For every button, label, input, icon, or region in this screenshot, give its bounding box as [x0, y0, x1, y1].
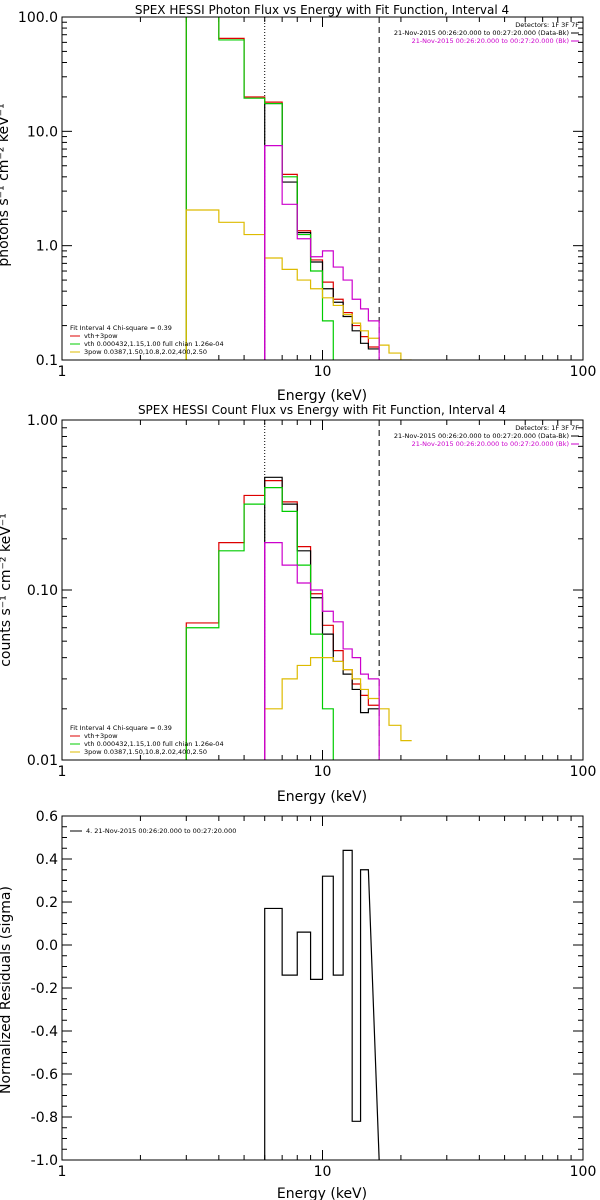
y-axis-ticks: 0.1 1.0 10.0 100.0: [18, 10, 583, 369]
y-tick-label: 10.0: [27, 124, 58, 140]
plot-frame: [61, 419, 584, 761]
x-axis-label: Energy (keV): [277, 789, 367, 805]
plot-frame: [61, 815, 584, 1161]
plot-frame: [61, 16, 584, 361]
legend-entry: 4. 21-Nov-2015 00:26:20.000 to 00:27:20.…: [86, 827, 236, 835]
x-tick-label: 100: [570, 364, 597, 380]
y-tick-label: 0.10: [27, 583, 58, 599]
x-axis-ticks: 1 10 100: [58, 420, 597, 780]
photon-flux-plot: 1 10 100 0.1 1.0 10.0 100.0 Detectors: 1F 3F 7F…: [18, 10, 597, 380]
panel-photon-flux: SPEX HESSI Photon Flux vs Energy with Fi…: [0, 3, 597, 404]
time-interval-label: 21-Nov-2015 00:26:20.000 to 00:27:20.000…: [412, 37, 569, 45]
x-tick-label: 1: [58, 364, 67, 380]
series-line: [243, 657, 412, 760]
y-tick-label: 100.0: [18, 10, 58, 26]
y-axis-label: Normalized Residuals (sigma): [0, 886, 14, 1094]
detectors-label: Detectors: 1F 3F 7F: [515, 424, 579, 432]
panel-title: SPEX HESSI Count Flux vs Energy with Fit…: [138, 403, 506, 417]
y-axis-ticks: -1.0 -0.8 -0.6 -0.4 -0.2 0.0 0.2 0.4 0.6: [31, 809, 583, 1169]
time-interval-label: 21-Nov-2015 00:26:20.000 to 00:27:20.000…: [394, 29, 569, 37]
series-line: [185, 487, 334, 760]
time-interval-label: 21-Nov-2015 00:26:20.000 to 00:27:20.000…: [394, 432, 569, 440]
y-tick-label: 0.4: [36, 852, 58, 868]
x-tick-label: 100: [570, 764, 597, 780]
panel-title: SPEX HESSI Photon Flux vs Energy with Fi…: [135, 3, 509, 17]
fit-legend-entry: Fit Interval 4 Chi-square = 0.39: [70, 324, 172, 332]
series-line: [264, 145, 380, 360]
fit-legend-entry: Fit Interval 4 Chi-square = 0.39: [70, 724, 172, 732]
detectors-label: Detectors: 1F 3F 7F: [515, 21, 579, 29]
series-line: [264, 476, 380, 760]
data-series: [264, 849, 380, 1160]
y-tick-label: 1.00: [27, 413, 58, 429]
y-tick-label: -1.0: [31, 1153, 58, 1169]
x-axis-ticks: 1 10 100: [58, 816, 597, 1180]
y-axis-label: counts s⁻¹ cm⁻² keV⁻¹: [0, 513, 14, 667]
fit-legend-entry: vth 0.000432,1.15,1.00 full chian 1.26e-…: [84, 740, 224, 748]
y-axis-ticks: 0.01 0.10 1.00: [27, 413, 583, 769]
x-axis-label: Energy (keV): [277, 1186, 367, 1200]
y-tick-label: -0.8: [31, 1110, 58, 1126]
x-axis-label: Energy (keV): [277, 388, 367, 404]
panel-count-flux: SPEX HESSI Count Flux vs Energy with Fit…: [0, 403, 597, 805]
x-tick-label: 1: [58, 764, 67, 780]
series-line: [264, 542, 380, 760]
y-tick-label: 0.2: [36, 895, 58, 911]
data-series: [185, 17, 412, 360]
time-interval-label: 21-Nov-2015 00:26:20.000 to 00:27:20.000…: [412, 440, 569, 448]
residuals-plot: 1 10 100 -1.0 -0.8 -0.6 -0.4 -0.2 0.0 0.2 0.4 0.6 4.…: [31, 809, 597, 1180]
series-line: [264, 102, 380, 360]
panel-residuals: 1 10 100 -1.0 -0.8 -0.6 -0.4 -0.2 0.0 0.2 0.4 0.6 4.…: [0, 809, 596, 1200]
x-tick-label: 100: [570, 1164, 597, 1180]
x-tick-label: 10: [314, 1164, 332, 1180]
x-tick-label: 1: [58, 1164, 67, 1180]
series-line: [185, 480, 380, 760]
y-tick-label: 0.6: [36, 809, 58, 825]
data-series: [185, 476, 412, 760]
y-axis-label: photons s⁻¹ cm⁻² keV⁻¹: [0, 103, 12, 266]
y-tick-label: 0.1: [36, 353, 58, 369]
series-line: [264, 849, 380, 1160]
fit-legend-entry: 3pow 0.0387,1.50,10.8,2.02,400,2.50: [84, 348, 207, 356]
y-tick-label: -0.4: [31, 1024, 58, 1040]
y-tick-label: -0.6: [31, 1067, 58, 1083]
fit-legend-entry: 3pow 0.0387,1.50,10.8,2.02,400,2.50: [84, 748, 207, 756]
x-tick-label: 10: [314, 764, 332, 780]
x-tick-label: 10: [314, 364, 332, 380]
y-tick-label: 0.0: [36, 938, 58, 954]
y-tick-label: 0.01: [27, 753, 58, 769]
fit-legend-entry: vth 0.000432,1.15,1.00 full chian 1.26e-…: [84, 340, 224, 348]
y-tick-label: 1.0: [36, 239, 58, 255]
y-tick-label: -0.2: [31, 981, 58, 997]
fit-legend-entry: vth+3pow: [84, 732, 118, 740]
fit-legend-entry: vth+3pow: [84, 332, 118, 340]
